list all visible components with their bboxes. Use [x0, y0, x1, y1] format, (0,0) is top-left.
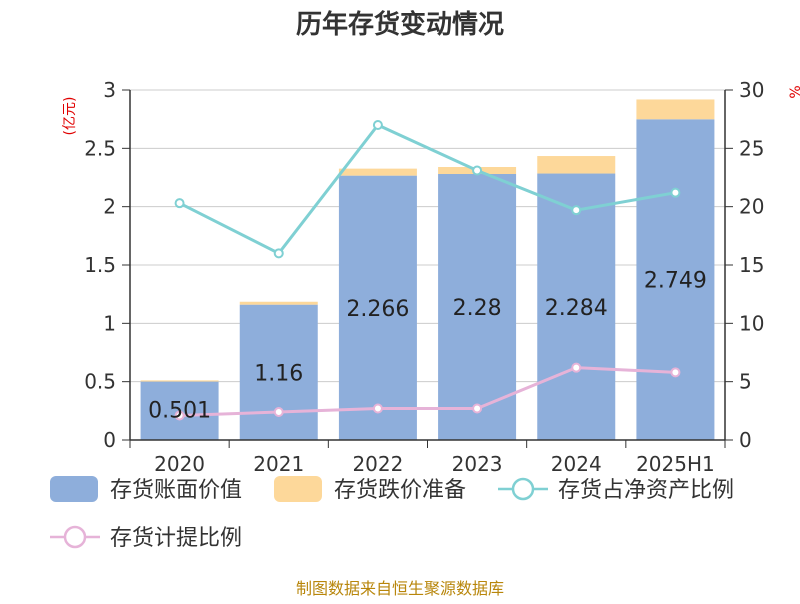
x-tick-label: 2021 — [253, 452, 304, 476]
legend-swatch-marker — [511, 477, 535, 501]
right-tick-label: 0 — [739, 428, 752, 452]
right-tick-label: 5 — [739, 370, 752, 394]
chart-title: 历年存货变动情况 — [296, 9, 504, 40]
left-tick-label: 2.5 — [84, 136, 116, 160]
bar-impairment — [636, 99, 715, 120]
bar-book-value — [239, 304, 318, 440]
right-tick-label: 20 — [739, 195, 764, 219]
series-line — [178, 123, 676, 256]
x-tick-label: 2020 — [154, 452, 205, 476]
bar-value-label: 2.749 — [644, 269, 707, 294]
series-point — [571, 205, 582, 216]
bar-book-value — [438, 174, 517, 440]
bar-value-label: 2.284 — [545, 296, 608, 321]
legend-swatch — [50, 476, 98, 502]
series-point — [670, 367, 681, 378]
left-tick-label: 1 — [103, 311, 116, 335]
left-tick-label: 1.5 — [84, 253, 116, 277]
left-axis-unit: (亿元) — [62, 97, 78, 136]
bar-impairment — [239, 301, 318, 305]
legend-label: 存货账面价值 — [110, 478, 242, 503]
right-tick-label: 15 — [739, 253, 764, 277]
right-tick-label: 30 — [739, 78, 764, 102]
series-point — [273, 407, 284, 417]
legend-swatch-marker — [63, 525, 87, 549]
bar-impairment — [338, 168, 417, 176]
bar-value-label: 0.501 — [148, 399, 211, 424]
left-tick-label: 0.5 — [84, 370, 116, 394]
bar-value-label: 2.266 — [346, 297, 409, 322]
series-point — [670, 187, 681, 198]
x-tick-label: 2023 — [452, 452, 503, 476]
bar-book-value — [636, 119, 715, 441]
x-tick-label: 2025H1 — [636, 452, 715, 476]
bar-book-value — [338, 175, 417, 440]
right-axis-unit: % — [788, 85, 800, 98]
bar-impairment — [537, 156, 616, 174]
right-tick-label: 25 — [739, 136, 764, 160]
bar-labels: 0.501 1.16 2.266 2.28 2.284 2.749 — [148, 269, 707, 424]
legend-label: 存货计提比例 — [110, 526, 242, 551]
right-tick-label: 10 — [739, 311, 764, 335]
series-point — [372, 403, 383, 414]
x-tick-label: 2024 — [551, 452, 602, 476]
legend-label: 存货占净资产比例 — [558, 478, 734, 503]
series-point — [372, 120, 383, 130]
legend-swatch — [274, 476, 322, 502]
series-point — [472, 165, 483, 176]
bar-value-label: 2.28 — [453, 296, 502, 321]
bars — [140, 99, 715, 441]
bar-impairment — [140, 380, 219, 382]
series-point — [174, 198, 185, 209]
bar-book-value — [537, 173, 616, 441]
series-lines — [174, 120, 681, 421]
left-tick-label: 0 — [103, 428, 116, 452]
series-line — [179, 366, 676, 417]
left-tick-label: 2 — [103, 195, 116, 219]
left-tick-label: 3 — [103, 78, 116, 102]
series-point — [273, 248, 284, 259]
series-point — [472, 403, 483, 414]
series-point — [571, 362, 582, 373]
x-tick-label: 2022 — [352, 452, 403, 476]
series-point — [174, 410, 185, 421]
bar-value-label: 1.16 — [254, 361, 303, 386]
source-note: 制图数据来自恒生聚源数据库 — [296, 579, 504, 598]
gridlines — [130, 89, 725, 383]
legend-label: 存货跌价准备 — [334, 478, 466, 503]
